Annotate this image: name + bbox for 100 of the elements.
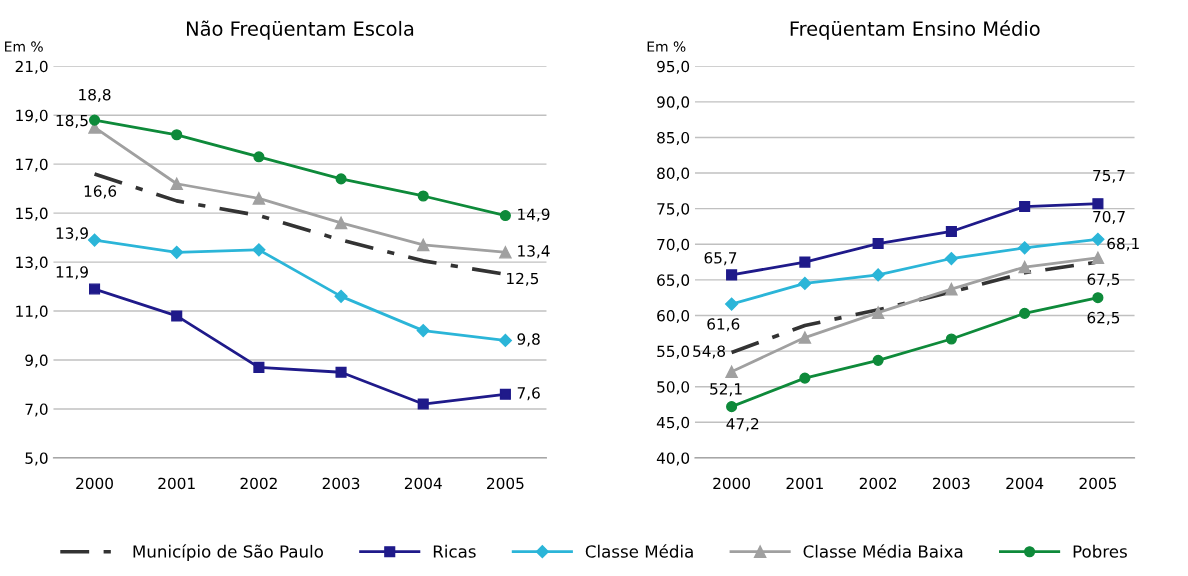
data-label: 12,5: [507, 272, 539, 286]
point: [170, 245, 184, 259]
legend-label: Pobres: [1073, 544, 1127, 558]
x-tick-label: 2002: [859, 477, 897, 490]
y-tick-label: 15,0: [16, 207, 48, 221]
point: [725, 365, 738, 379]
y-tick-label: 65,0: [657, 274, 690, 288]
data-label: 16,6: [84, 185, 117, 199]
y-tick-label: 70,0: [657, 238, 690, 252]
point: [253, 151, 265, 163]
point: [416, 324, 430, 338]
y-tick-label: 17,0: [16, 158, 48, 172]
y-tick-label: 80,0: [657, 167, 690, 181]
data-label: 52,1: [710, 383, 742, 397]
data-label: 75,7: [1093, 169, 1125, 183]
point: [417, 190, 429, 202]
point: [1092, 198, 1104, 210]
point: [1091, 251, 1105, 265]
y-tick-label: 55,0: [657, 345, 690, 359]
x-tick-label: 2001: [158, 477, 195, 490]
point: [1091, 232, 1105, 246]
point: [726, 269, 738, 281]
point: [944, 251, 958, 266]
point: [871, 268, 885, 282]
chart-title: Freqüentam Ensino Médio: [790, 20, 1040, 40]
legend-label: Município de São Paulo: [133, 544, 323, 561]
legend-label: Classe Média Baixa: [803, 544, 963, 558]
y-tick-label: 85,0: [657, 131, 690, 146]
data-label: 47,2: [726, 418, 759, 432]
x-tick-label: 2003: [933, 477, 970, 490]
data-label: 14,9: [518, 208, 550, 222]
data-label: 11,9: [56, 266, 88, 280]
y-tick-label: 13,0: [16, 256, 48, 270]
y-tick-label: 21,0: [15, 60, 48, 74]
data-label: 9,8: [517, 333, 540, 347]
y-tick-label: 60,0: [657, 309, 690, 324]
x-tick-label: 2001: [786, 477, 823, 490]
y-tick-label: 11,0: [16, 305, 48, 319]
chart-title: Não Freqüentam Escola: [186, 20, 414, 40]
x-tick-label: 2003: [322, 477, 360, 490]
data-label: 61,6: [707, 318, 740, 332]
data-label: 54,8: [693, 345, 726, 359]
y-tick-label: 7,0: [25, 403, 48, 417]
legend-label: Classe Média: [585, 544, 693, 558]
y-tick-label: 90,0: [657, 96, 690, 110]
point: [798, 276, 812, 291]
data-label: 18,5: [56, 114, 88, 128]
point: [88, 283, 101, 295]
point: [334, 216, 348, 230]
point: [499, 210, 511, 222]
y-tick-label: 45,0: [656, 416, 690, 430]
y-tick-label: 40,0: [656, 452, 690, 466]
x-tick-label: 2002: [240, 477, 277, 490]
data-label: 13,9: [56, 227, 88, 241]
data-label: 68,1: [1107, 237, 1139, 251]
x-tick-label: 2005: [1079, 477, 1117, 490]
data-label: 62,5: [1087, 311, 1120, 325]
point: [872, 238, 884, 250]
point: [799, 256, 811, 268]
point: [88, 114, 101, 126]
point: [334, 289, 348, 303]
point: [1019, 200, 1031, 213]
point: [1018, 260, 1031, 274]
point: [945, 225, 957, 238]
point: [1019, 307, 1031, 319]
y-tick-label: 50,0: [657, 381, 690, 395]
y-axis-title: Em %: [5, 41, 43, 52]
x-tick-label: 2005: [487, 477, 524, 490]
y-tick-label: 9,0: [25, 354, 48, 368]
point: [872, 354, 884, 366]
y-tick-label: 95,0: [657, 60, 690, 74]
point: [171, 310, 183, 322]
point: [1092, 292, 1104, 304]
point: [799, 372, 811, 384]
point: [871, 306, 885, 319]
point: [253, 361, 265, 373]
x-tick-label: 2004: [1006, 477, 1044, 490]
point: [170, 177, 183, 190]
data-label: 67,5: [1087, 273, 1120, 287]
y-axis-title: Em %: [647, 41, 686, 52]
point: [252, 243, 266, 257]
point: [171, 129, 183, 141]
data-label: 18,8: [79, 88, 111, 103]
point: [725, 297, 739, 311]
point: [726, 401, 738, 413]
data-label: 65,7: [704, 252, 737, 266]
x-tick-label: 2000: [76, 477, 113, 490]
point: [945, 333, 957, 345]
point: [417, 398, 429, 410]
point: [499, 246, 512, 259]
y-tick-label: 19,0: [16, 109, 48, 123]
data-label: 13,4: [518, 245, 550, 259]
point: [498, 333, 512, 348]
point: [499, 388, 511, 400]
x-tick-label: 2004: [404, 477, 442, 490]
data-label: 7,6: [517, 387, 540, 401]
point: [1018, 241, 1032, 255]
data-label: 70,7: [1093, 210, 1125, 224]
x-tick-label: 2000: [713, 477, 751, 490]
point: [335, 366, 347, 378]
